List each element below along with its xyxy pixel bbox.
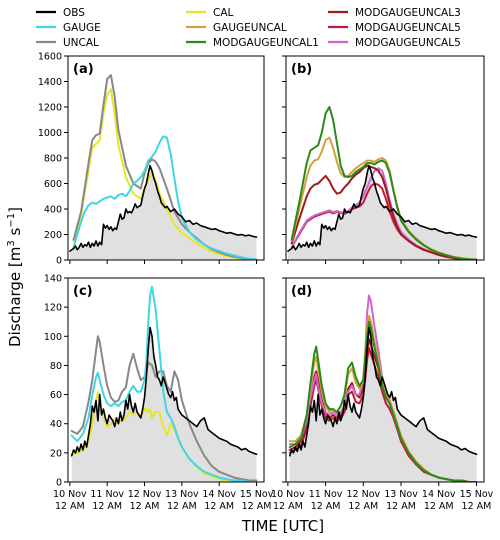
legend-label-2: MODGAUGEUNCAL3 [355,7,461,19]
x-tick-label-2-4: 14 Nov [202,489,236,500]
series-line-obs-0 [69,164,258,252]
series-line-gauge-2 [70,285,258,482]
legend: OBS CAL MODGAUGEUNCAL3 GAUGE GAUGEUNCAL MODGA… [36,7,461,49]
x-tick-sublabel-2-3: 12 AM [167,501,197,512]
obs-area-0 [69,165,257,260]
x-tick-sublabel-2-1: 12 AM [92,501,122,512]
x-tick-label-3-0: 10 Nov [271,489,305,500]
y-tick-label-2-2: 40 [50,419,62,430]
y-tick-label-0-5: 1000 [38,128,62,139]
legend-label-6: UNCAL [63,37,99,49]
x-tick-sublabel-2-5: 12 AM [242,501,272,512]
x-tick-sublabel-3-5: 12 AM [462,501,492,512]
x-axis-title: TIME [UTC] [241,517,324,535]
panel-label-2: (c) [73,284,93,299]
series-line-obs-3 [289,326,478,457]
y-tick-label-2-1: 20 [50,448,62,459]
x-tick-sublabel-2-0: 12 AM [55,501,85,512]
panel-label-0: (a) [73,62,94,77]
series-line-modgaugeuncal1-3 [288,320,478,482]
x-tick-sublabel-3-2: 12 AM [348,501,378,512]
y-tick-label-2-0: 0 [56,478,62,489]
x-tick-label-2-5: 15 Nov [240,489,274,500]
panel-frame-2 [67,277,265,483]
x-tick-label-3-5: 15 Nov [460,489,494,500]
x-tick-label-3-1: 11 Nov [309,489,343,500]
y-tick-label-2-3: 60 [50,390,62,401]
y-tick-label-2-5: 100 [44,332,62,343]
y-tick-label-0-2: 400 [44,205,62,216]
x-tick-sublabel-2-2: 12 AM [130,501,160,512]
x-tick-label-3-3: 13 Nov [384,489,418,500]
x-tick-sublabel-3-1: 12 AM [311,501,341,512]
x-tick-label-2-3: 13 Nov [165,489,199,500]
x-tick-sublabel-3-3: 12 AM [386,501,416,512]
legend-label-1: CAL [213,7,234,19]
series-line-uncal-0 [72,74,258,260]
plot-area-3 [288,294,478,482]
y-tick-label-0-8: 1600 [38,52,62,63]
series-line-obs-2 [70,326,258,457]
plot-area-2 [70,285,258,482]
x-tick-label-3-4: 14 Nov [422,489,456,500]
obs-area-2 [71,327,257,482]
series-line-gauge-0 [72,135,258,260]
panel-1: (b) [282,55,485,264]
legend-label-3: GAUGE [63,22,101,34]
y-tick-label-0-6: 1200 [38,103,62,114]
y-tick-label-0-1: 200 [44,230,62,241]
y-tick-label-2-4: 80 [50,361,62,372]
obs-area-1 [287,165,477,260]
plot-area-0 [69,74,258,260]
x-tick-sublabel-3-0: 12 AM [273,501,303,512]
y-axis-title-end: ] [6,207,24,213]
y-axis-title: Discharge [m3 s−1] [6,207,24,347]
x-tick-sublabel-3-4: 12 AM [424,501,454,512]
panel-label-3: (d) [291,284,312,299]
series-line-obs-1 [287,164,478,252]
panel-0: 0 200 400 600 800 1000 1200 1400 1600 (a) [38,52,265,267]
x-tick-label-2-2: 12 Nov [128,489,162,500]
panels: 0 200 400 600 800 1000 1200 1400 1600 (a) (b) 0 20 40… [38,52,494,513]
legend-label-4: GAUGEUNCAL [213,22,287,34]
legend-label-0: OBS [63,7,85,19]
y-axis-title-main: Discharge [m [6,247,24,347]
panel-frame-3 [285,277,485,483]
series-line-cal-0 [72,88,258,260]
y-axis-title-sup2: −1 [6,213,17,228]
legend-label-5: MODGAUGEUNCAL5 [355,22,461,34]
x-tick-label-3-2: 12 Nov [346,489,380,500]
y-axis-title-sup: 3 [6,240,17,246]
y-tick-label-0-0: 0 [56,256,62,267]
y-tick-label-0-7: 1400 [38,77,62,88]
series-line-modgaugeuncal1-1 [290,106,478,260]
x-tick-sublabel-2-4: 12 AM [204,501,234,512]
legend-label-8: MODGAUGEUNCAL5 [355,37,461,49]
x-tick-label-2-1: 11 Nov [90,489,124,500]
x-tick-label-2-0: 10 Nov [53,489,87,500]
y-tick-label-0-3: 600 [44,179,62,190]
panel-label-1: (b) [291,62,312,77]
y-tick-label-0-4: 800 [44,154,62,165]
y-tick-label-2-6: 120 [44,303,62,314]
plot-area-1 [287,106,478,260]
y-tick-label-2-7: 140 [44,274,62,285]
obs-area-3 [289,327,477,482]
legend-label-7: MODGAUGEUNCAL1 [213,37,319,49]
y-axis-title-mid: s [6,227,24,240]
